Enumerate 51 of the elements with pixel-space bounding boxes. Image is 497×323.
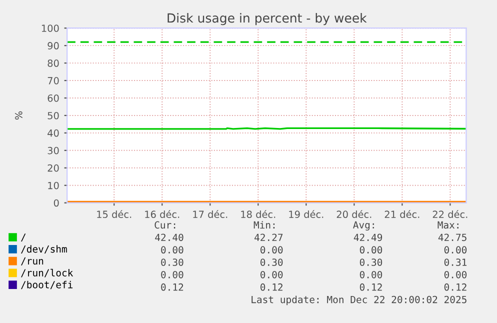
- y-axis-title: %: [14, 111, 22, 120]
- legend-label: /run: [21, 257, 44, 266]
- text: Max:: [438, 221, 458, 229]
- text: 0.30: [161, 258, 184, 266]
- legend-label: /boot/efi: [21, 280, 73, 290]
- y-tick-label: 100: [42, 24, 59, 32]
- text: Avg:: [353, 221, 374, 231]
- legend-label: /run/lock: [21, 268, 74, 278]
- text: 0.12: [161, 283, 184, 291]
- text: Last update: Mon Dec 22 20:00:02 2025: [252, 296, 466, 306]
- y-tick-label: 60: [48, 94, 59, 102]
- text: 0.30: [360, 258, 382, 266]
- x-tick-label: 19 déc.: [289, 210, 324, 218]
- y-tick-label: 0: [54, 199, 59, 207]
- text: 0.12: [360, 283, 382, 291]
- text: Min:: [254, 221, 275, 228]
- text: 0.00: [260, 246, 283, 254]
- legend-label: /dev/shm: [21, 245, 67, 254]
- text: Cur:: [154, 221, 176, 229]
- y-tick-label: 70: [48, 77, 59, 84]
- y-tick-label: 20: [48, 164, 59, 172]
- text: 0.12: [260, 283, 282, 291]
- text: 0.00: [161, 246, 184, 254]
- y-tick-label: 80: [48, 60, 59, 67]
- text: 0.30: [260, 258, 283, 266]
- y-tick-label: 10: [48, 182, 59, 190]
- text: 0.00: [444, 246, 467, 254]
- y-tick-label: 40: [48, 129, 59, 137]
- x-tick-label: 22 déc.: [432, 210, 468, 218]
- text: 42.40: [155, 234, 184, 242]
- text: 0.00: [360, 246, 382, 254]
- text: 42.49: [354, 234, 382, 242]
- x-tick-label: 18 déc.: [241, 210, 276, 218]
- text: 0.00: [360, 271, 382, 278]
- y-tick-label: 90: [48, 42, 59, 50]
- text: 0.12: [444, 283, 466, 291]
- x-tick-label: 17 déc.: [193, 210, 228, 218]
- text: 0.31: [444, 258, 467, 266]
- text: 42.27: [254, 234, 283, 241]
- text: 42.75: [438, 234, 466, 242]
- text: 0.00: [161, 271, 184, 278]
- x-tick-label: 20 déc.: [336, 210, 372, 218]
- x-tick-label: 15 déc.: [97, 210, 132, 218]
- chart-title: Disk usage in percent - by week: [168, 13, 367, 26]
- text: 0.00: [260, 271, 283, 278]
- legend-label: /: [21, 234, 26, 242]
- x-tick-label: 16 déc.: [145, 210, 180, 218]
- x-tick-label: 21 déc.: [384, 210, 420, 218]
- y-tick-label: 30: [48, 146, 59, 154]
- text: 0.00: [444, 271, 467, 278]
- y-tick-label: 50: [48, 112, 59, 120]
